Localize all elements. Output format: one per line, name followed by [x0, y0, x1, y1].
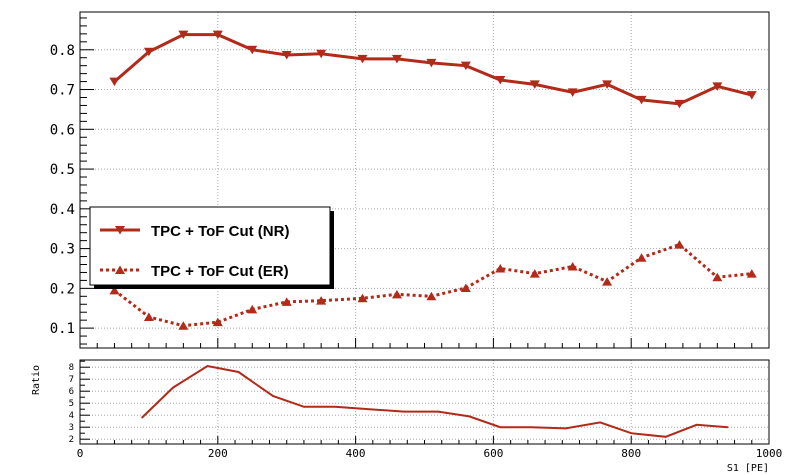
data-point-er [357, 293, 368, 303]
ratio-y-tick-label: 8 [69, 363, 74, 373]
ratio-point [468, 415, 471, 418]
data-point-er [529, 269, 540, 278]
ratio-panel: 2 3 4 5 6 7 8 0 200 400 600 800 1000 Ratio S1 [PE] [31, 359, 783, 474]
legend-marker-er [115, 265, 125, 274]
data-point-er [636, 253, 647, 262]
data-point-nr [143, 47, 154, 57]
data-point-nr [247, 45, 258, 55]
ratio-y-axis-label: Ratio [31, 365, 42, 395]
data-point-nr [712, 82, 723, 91]
ratio-point [368, 408, 371, 411]
data-point-er [247, 304, 258, 314]
data-point-er [674, 240, 685, 249]
data-point-er [143, 312, 154, 321]
ratio-point [664, 436, 667, 438]
data-point-er [712, 272, 723, 282]
data-point-er [109, 285, 120, 295]
ratio-point [599, 421, 601, 424]
data-point-er [391, 289, 402, 299]
legend-entries: TPC + ToF Cut (NR) TPC + ToF Cut (ER) [100, 223, 289, 280]
data-point-nr [212, 30, 223, 40]
ratio-x-tick-label: 0 [77, 447, 84, 460]
ratio-x-tick-label: 400 [346, 447, 366, 460]
data-point-er [460, 283, 471, 292]
main-panel: 0.1 0.2 0.3 0.4 0.5 0.6 0.7 0.8 TPC + ToF Cut (… [50, 11, 770, 349]
data-point-er [281, 297, 292, 306]
ratio-y-tick-label: 4 [69, 411, 74, 421]
main-y-tick-label: 0.7 [50, 83, 75, 99]
ratio-point [437, 410, 440, 413]
main-y-tick-label: 0.5 [50, 162, 75, 178]
ratio-point [237, 371, 240, 373]
data-point-nr [281, 50, 292, 60]
data-point-nr [495, 75, 506, 85]
data-point-nr [357, 54, 368, 64]
ratio-x-axis-label: S1 [PE] [727, 463, 769, 474]
legend-box [89, 206, 331, 286]
data-point-nr [636, 95, 647, 105]
ratio-y-tick-label: 2 [69, 435, 74, 445]
main-y-tick-label: 0.6 [50, 122, 75, 138]
data-point-nr [109, 77, 120, 87]
ratio-point [726, 426, 729, 429]
ratio-y-tick-label: 7 [69, 375, 74, 385]
ratio-ticks [79, 360, 770, 444]
ratio-point [630, 432, 632, 435]
ratio-series [141, 364, 729, 438]
main-y-tick-labels: 0.1 0.2 0.3 0.4 0.5 0.6 0.7 0.8 [50, 43, 75, 337]
main-y-tick-label: 0.3 [50, 242, 75, 258]
data-point-nr [674, 99, 685, 109]
main-y-tick-label: 0.4 [50, 202, 75, 218]
main-ticks [79, 17, 770, 348]
data-point-er [495, 263, 506, 273]
ratio-x-tick-label: 600 [483, 447, 503, 460]
ratio-point [303, 406, 305, 408]
ratio-point [272, 395, 274, 397]
data-point-nr [391, 54, 402, 64]
ratio-x-tick-labels: 0 200 400 600 800 1000 [77, 447, 783, 460]
data-point-nr [746, 91, 757, 100]
ratio-point [141, 416, 143, 419]
data-point-nr [178, 30, 189, 40]
ratio-point [530, 426, 533, 429]
legend-marker-nr [115, 226, 125, 235]
ratio-point [564, 427, 567, 430]
ratio-y-tick-label: 3 [69, 423, 74, 433]
ratio-point [403, 410, 405, 413]
ratio-point [172, 386, 174, 389]
legend-label-nr: TPC + ToF Cut (NR) [151, 223, 289, 240]
data-point-nr [602, 80, 613, 89]
data-point-er [316, 296, 327, 305]
data-point-er [178, 321, 189, 330]
data-point-nr [460, 61, 471, 71]
ratio-point [206, 365, 209, 367]
data-point-nr [567, 88, 578, 97]
ratio-y-tick-label: 6 [69, 387, 74, 397]
ratio-x-tick-label: 800 [621, 447, 641, 460]
data-point-er [567, 261, 578, 271]
ratio-y-tick-labels: 2 3 4 5 6 7 8 [69, 363, 74, 445]
data-point-er [746, 269, 757, 278]
data-point-nr [529, 80, 540, 89]
main-y-tick-label: 0.1 [50, 321, 75, 337]
main-series [109, 30, 757, 330]
legend-label-er: TPC + ToF Cut (ER) [151, 263, 289, 280]
ratio-point [499, 426, 502, 429]
data-point-nr [316, 49, 327, 59]
data-point-er [602, 277, 613, 286]
data-point-er [212, 317, 223, 327]
main-y-tick-label: 0.8 [50, 43, 75, 59]
ratio-x-tick-label: 200 [208, 447, 228, 460]
data-point-er [426, 291, 437, 301]
ratio-x-tick-label: 1000 [756, 447, 783, 460]
data-point-nr [426, 58, 437, 68]
main-y-tick-label: 0.2 [50, 281, 75, 297]
legend: TPC + ToF Cut (NR) TPC + ToF Cut (ER) [89, 206, 334, 289]
ratio-point [695, 424, 698, 426]
ratio-y-tick-label: 5 [69, 399, 74, 409]
ratio-point [334, 406, 336, 408]
